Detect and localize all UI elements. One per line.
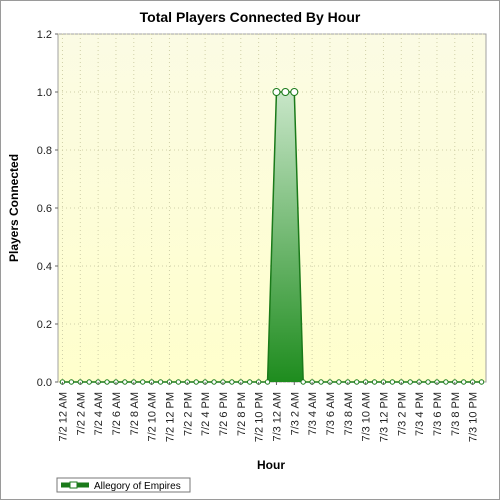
x-tick-label: 7/3 8 PM (450, 392, 462, 436)
data-point (336, 379, 342, 385)
x-tick-label: 7/3 6 PM (432, 392, 444, 436)
data-point (389, 379, 396, 385)
data-point (140, 379, 146, 385)
data-point (193, 379, 199, 385)
y-tick-label: 1.2 (37, 29, 52, 41)
x-tick-label: 7/3 10 PM (468, 392, 480, 442)
data-point (407, 379, 413, 385)
y-tick-label: 0.0 (37, 377, 52, 389)
y-axis-ticks: 0.0 0.2 0.4 0.6 0.8 1.0 1.2 (37, 29, 58, 389)
x-tick-label: 7/3 8 AM (343, 392, 355, 435)
legend-swatch-marker (69, 481, 78, 489)
x-tick-label: 7/2 4 AM (93, 392, 105, 435)
x-tick-label: 7/2 8 AM (129, 392, 141, 435)
x-tick-label: 7/3 2 AM (289, 392, 301, 435)
x-axis-title: Hour (257, 458, 285, 472)
legend-label: Allegory of Empires (94, 481, 181, 492)
y-axis-title: Players Connected (7, 154, 21, 262)
data-point (281, 88, 290, 96)
data-point (354, 379, 360, 385)
data-point (211, 379, 217, 385)
data-point (461, 379, 467, 385)
data-point (175, 379, 182, 385)
x-tick-label: 7/3 12 PM (378, 392, 390, 442)
x-tick-label: 7/2 2 PM (182, 392, 194, 436)
data-point (478, 379, 485, 385)
x-tick-label: 7/3 6 AM (325, 392, 337, 435)
legend: Allegory of Empires (56, 477, 191, 493)
data-point (247, 379, 253, 385)
x-tick-label: 7/3 4 PM (414, 392, 426, 436)
x-tick-label: 7/2 12 PM (164, 392, 176, 442)
x-tick-label: 7/2 12 AM (57, 392, 69, 442)
y-tick-label: 0.6 (37, 203, 52, 215)
data-point (318, 379, 324, 385)
data-point (157, 379, 164, 385)
data-point (443, 379, 449, 385)
x-tick-label: 7/2 6 PM (218, 392, 230, 436)
x-tick-label: 7/3 4 AM (307, 392, 319, 435)
x-tick-label: 7/2 2 AM (75, 392, 87, 435)
data-point (229, 379, 235, 385)
x-tick-label: 7/2 10 AM (147, 392, 159, 442)
y-tick-label: 0.4 (37, 261, 52, 273)
x-tick-label: 7/2 6 AM (111, 392, 123, 435)
x-tick-label: 7/2 10 PM (254, 392, 266, 442)
data-point (425, 379, 431, 385)
data-point (290, 88, 299, 96)
x-tick-label: 7/3 10 AM (361, 392, 373, 442)
x-tick-label: 7/3 12 AM (271, 392, 283, 442)
x-tick-label: 7/3 2 PM (396, 392, 408, 436)
y-tick-label: 1.0 (37, 87, 52, 99)
data-point (264, 379, 271, 385)
data-point (371, 379, 378, 385)
x-tick-label: 7/2 8 PM (236, 392, 248, 436)
x-tick-label: 7/2 4 PM (200, 392, 212, 436)
data-point (68, 379, 75, 385)
data-point (272, 88, 281, 96)
data-point (300, 379, 306, 385)
data-point (86, 379, 92, 385)
y-tick-label: 0.8 (37, 145, 52, 157)
legend-box (56, 477, 191, 493)
y-tick-label: 0.2 (37, 319, 52, 331)
data-point (104, 379, 110, 385)
data-point (122, 379, 128, 385)
chart-title: Total Players Connected By Hour (140, 9, 361, 25)
x-axis-ticks: 7/2 12 AM 7/2 2 AM 7/2 4 AM 7/2 6 AM 7/2 8 A… (57, 382, 480, 442)
